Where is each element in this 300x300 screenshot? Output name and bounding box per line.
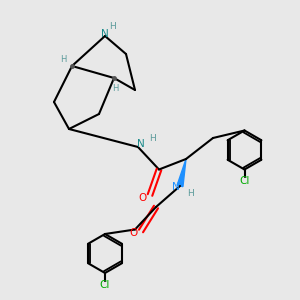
Text: H: H <box>187 189 194 198</box>
Text: N: N <box>137 139 145 149</box>
Text: H: H <box>60 56 66 64</box>
Text: N: N <box>101 29 109 40</box>
Text: H: H <box>109 22 116 32</box>
Text: Cl: Cl <box>239 176 250 187</box>
Text: Cl: Cl <box>100 280 110 290</box>
Text: O: O <box>129 227 138 238</box>
Text: H: H <box>112 84 119 93</box>
Text: H: H <box>150 134 156 142</box>
Text: N: N <box>172 182 179 193</box>
Text: O: O <box>138 193 147 203</box>
Polygon shape <box>177 159 186 187</box>
